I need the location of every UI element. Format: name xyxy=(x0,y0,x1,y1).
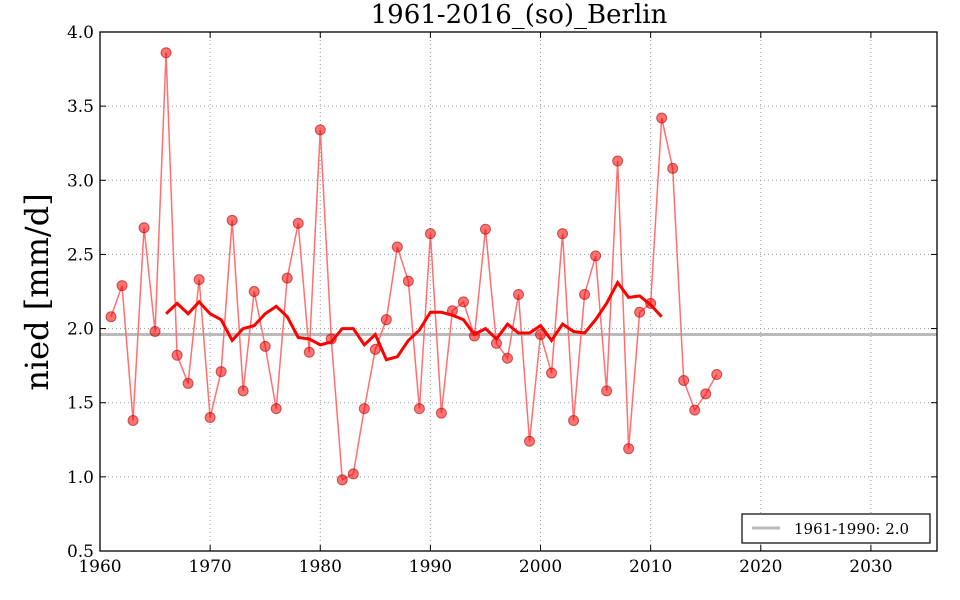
data-point xyxy=(479,223,491,235)
y-tick-label: 3.0 xyxy=(67,171,94,191)
data-point xyxy=(667,162,679,174)
data-point xyxy=(391,241,403,253)
y-tick-label: 2.5 xyxy=(67,245,94,265)
data-point xyxy=(215,366,227,378)
x-tick-label: 2020 xyxy=(739,557,782,577)
data-point xyxy=(160,47,172,59)
data-point xyxy=(546,367,558,379)
data-point xyxy=(116,280,128,292)
y-axis-label: nied [mm/d] xyxy=(18,193,56,390)
annual-line xyxy=(110,52,718,482)
data-point xyxy=(601,385,613,397)
data-point xyxy=(138,222,150,234)
y-tick-label: 2.0 xyxy=(67,320,94,340)
x-tick-label: 1970 xyxy=(188,557,231,577)
data-point xyxy=(590,250,602,262)
data-point xyxy=(557,228,569,240)
data-point xyxy=(182,377,194,389)
x-tick-label: 2000 xyxy=(519,557,562,577)
data-point xyxy=(171,349,183,361)
data-point xyxy=(336,474,348,486)
data-point xyxy=(281,272,293,284)
data-point xyxy=(524,435,536,447)
x-tick-label: 1990 xyxy=(409,557,452,577)
data-point xyxy=(634,306,646,318)
data-point xyxy=(435,407,447,419)
data-point xyxy=(623,443,635,455)
data-point xyxy=(457,296,469,308)
data-point xyxy=(237,385,249,397)
data-point xyxy=(270,403,282,415)
data-point xyxy=(568,415,580,427)
data-point xyxy=(127,415,139,427)
x-tick-label: 2010 xyxy=(629,557,672,577)
data-point xyxy=(424,228,436,240)
data-point xyxy=(656,112,668,124)
data-point xyxy=(347,468,359,480)
y-tick-label: 0.5 xyxy=(67,542,94,562)
data-point xyxy=(358,403,370,415)
data-point xyxy=(149,326,161,338)
data-point xyxy=(612,155,624,167)
data-point xyxy=(303,346,315,358)
x-tick-label: 1960 xyxy=(78,557,121,577)
data-point xyxy=(226,214,238,226)
y-tick-label: 4.0 xyxy=(67,23,94,43)
data-point xyxy=(700,388,712,400)
moving-average-line xyxy=(165,279,663,362)
data-point xyxy=(292,217,304,229)
plot-frame xyxy=(99,31,938,552)
y-tick-label: 1.5 xyxy=(67,394,94,414)
y-tick-label: 3.5 xyxy=(67,97,94,117)
data-point xyxy=(259,340,271,352)
legend-label-reference: 1961-1990: 2.0 xyxy=(794,520,909,538)
x-tick-label: 2030 xyxy=(849,557,892,577)
y-tick-label: 1.0 xyxy=(67,468,94,488)
data-point xyxy=(193,274,205,286)
data-point xyxy=(413,403,425,415)
legend: 1961-1990: 2.0 xyxy=(741,513,931,544)
x-tick-label: 1980 xyxy=(299,557,342,577)
data-point xyxy=(314,124,326,136)
data-point xyxy=(402,275,414,287)
data-point xyxy=(513,288,524,300)
plot-marks xyxy=(100,47,937,486)
axis-ticks: 1960 1970 1980 1990 2000 2010 2020 2030 0.5 1.0 1.… xyxy=(67,23,937,577)
data-point xyxy=(248,286,260,297)
data-point xyxy=(380,314,392,326)
data-point xyxy=(105,311,117,323)
chart-title: 1961-2016_(so)_Berlin xyxy=(371,0,668,30)
data-point xyxy=(204,412,216,424)
data-point xyxy=(711,369,723,381)
data-point xyxy=(678,374,690,386)
data-point xyxy=(501,352,513,364)
data-point xyxy=(579,288,591,300)
data-point xyxy=(689,404,701,416)
